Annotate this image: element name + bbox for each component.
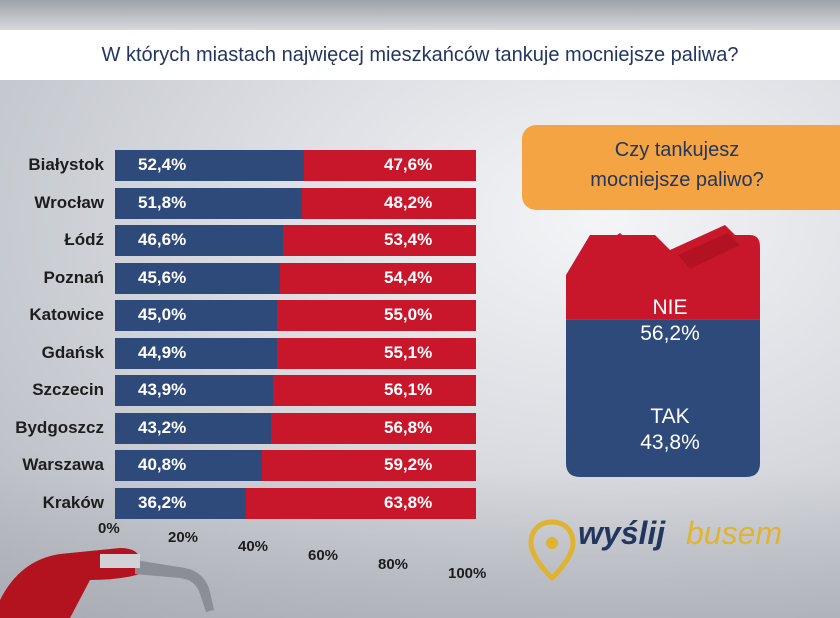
category-label: Łódź: [64, 230, 104, 249]
fuel-can-icon: [566, 225, 760, 477]
bar-segment-yes: [115, 300, 278, 331]
bar-segment-no: [279, 262, 476, 294]
bar-segment-no: [270, 412, 476, 444]
chart-title: W których miastach najwięcej mieszkańców…: [101, 44, 739, 66]
data-label: 52,4%: [138, 155, 187, 174]
bar-segment-yes: [115, 375, 274, 406]
data-label: 55,0%: [384, 305, 433, 324]
title-bar: W których miastach najwięcej mieszkańców…: [0, 30, 840, 80]
can-tak-fill: [566, 319, 760, 477]
data-label: 59,2%: [384, 455, 433, 474]
data-label: 46,6%: [138, 230, 187, 249]
bar-segment-yes: [115, 262, 280, 294]
location-pin-icon: [528, 519, 576, 582]
category-label: Wrocław: [34, 192, 104, 212]
category-label: Warszawa: [22, 455, 104, 474]
data-label: 36,2%: [138, 492, 187, 512]
category-label: Poznań: [43, 267, 104, 287]
logo-text-busem: busem: [686, 515, 783, 551]
logo-text-wyslij: wyślij: [578, 515, 666, 551]
category-label: Bydgoszcz: [15, 417, 104, 437]
category-label: Katowice: [29, 305, 104, 324]
question-box: Czy tankujesz mocniejsze paliwo?: [522, 125, 840, 210]
data-label: 43,9%: [138, 380, 187, 399]
x-tick-label: 100%: [448, 565, 487, 582]
bar-segment-no: [301, 187, 476, 219]
data-label: 51,8%: [138, 192, 187, 212]
bar-segment-yes: [115, 187, 302, 219]
logo: [527, 516, 827, 586]
bar-segment-no: [283, 225, 476, 256]
can-nie-value: 56,2%: [640, 322, 700, 345]
data-label: 47,6%: [384, 155, 433, 174]
bar-segment-no: [277, 300, 476, 331]
bar-segment-yes: [115, 150, 305, 181]
data-label: 54,4%: [384, 267, 433, 287]
data-label: 44,9%: [138, 342, 187, 362]
can-tak-value: 43,8%: [640, 431, 700, 454]
bar-segment-no: [262, 450, 476, 481]
x-tick-label: 0%: [98, 520, 120, 537]
data-label: 56,1%: [384, 380, 433, 399]
category-label: Kraków: [42, 492, 104, 512]
can-nie-name: NIE: [652, 296, 688, 319]
data-label: 55,1%: [384, 342, 433, 362]
bar-segment-yes: [115, 412, 271, 444]
x-tick-label: 20%: [168, 529, 199, 546]
category-label: Białystok: [28, 155, 104, 174]
question-line-2: mocniejsze paliwo?: [590, 169, 764, 191]
x-tick-label: 40%: [238, 538, 269, 555]
top-band: [0, 0, 840, 30]
data-label: 53,4%: [384, 230, 433, 249]
question-line-1: Czy tankujesz: [614, 139, 740, 161]
bar-segment-no: [304, 150, 476, 181]
category-label: Szczecin: [32, 380, 104, 399]
x-tick-label: 80%: [378, 556, 409, 573]
data-label: 45,0%: [138, 305, 187, 324]
bar-segment-yes: [115, 337, 278, 369]
category-label: Gdańsk: [41, 342, 104, 362]
data-label: 63,8%: [384, 492, 433, 512]
bar-segment-yes: [115, 225, 284, 256]
bar-segment-yes: [115, 450, 263, 481]
bar-segment-no: [277, 337, 476, 369]
data-label: 43,2%: [138, 417, 187, 437]
can-tak-name: TAK: [650, 405, 690, 428]
bar-segment-yes: [115, 487, 246, 519]
data-label: 40,8%: [138, 455, 187, 474]
bar-segment-no: [245, 487, 476, 519]
data-label: 45,6%: [138, 267, 187, 287]
data-label: 48,2%: [384, 192, 433, 212]
bar-segment-no: [273, 375, 476, 406]
x-tick-label: 60%: [308, 547, 339, 564]
data-label: 56,8%: [384, 417, 433, 437]
fuel-nozzle-icon: [0, 548, 214, 618]
